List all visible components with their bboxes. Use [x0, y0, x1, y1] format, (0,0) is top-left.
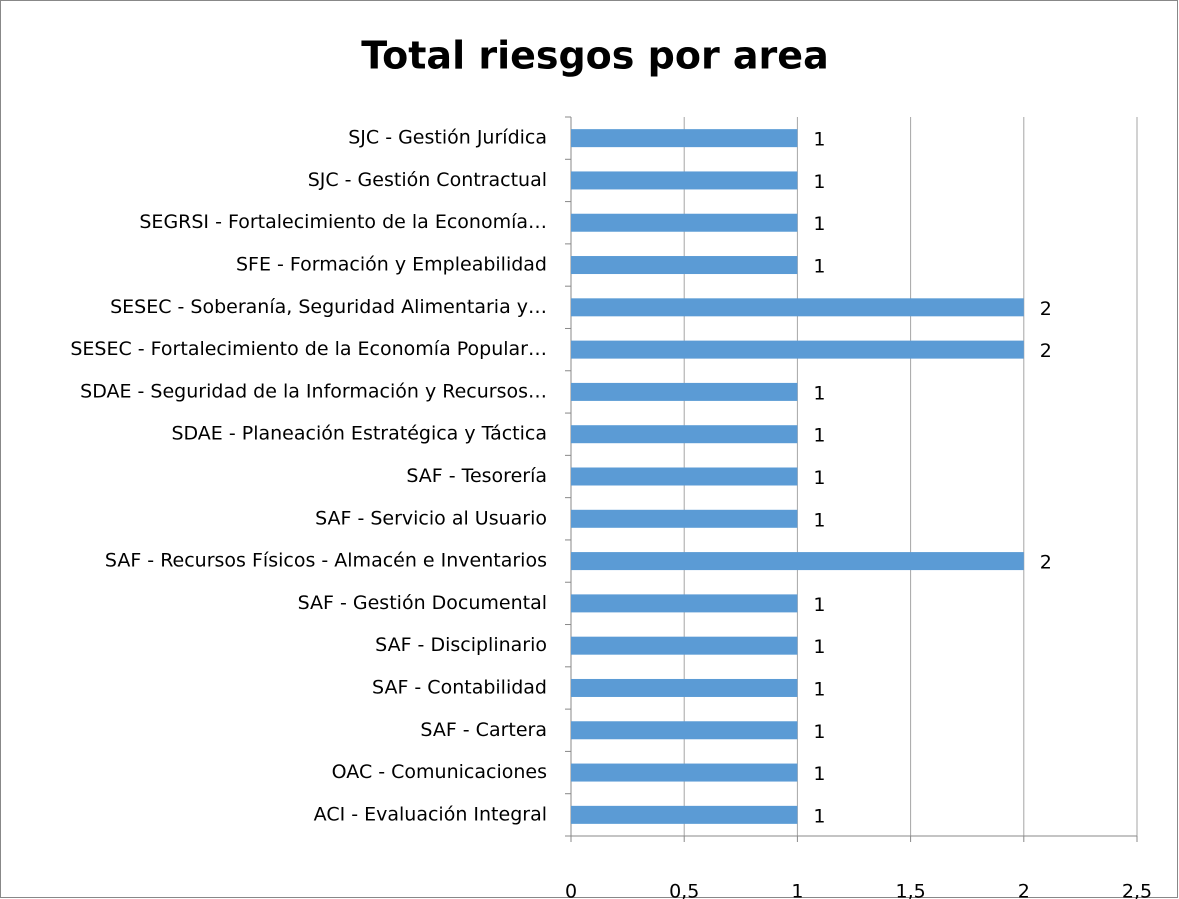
x-tick-label: 0,5	[669, 881, 699, 899]
value-label: 2	[1040, 340, 1052, 362]
x-tick-label: 0	[565, 881, 577, 899]
y-tick-label: SJC - Gestión Contractual	[308, 169, 547, 191]
bar	[571, 805, 798, 824]
bar	[571, 340, 1024, 359]
bar	[571, 594, 798, 613]
bar	[571, 129, 798, 148]
bar	[571, 467, 798, 486]
x-tick-label: 2,5	[1122, 881, 1152, 899]
bar	[571, 171, 798, 190]
y-tick-label: SFE - Formación y Empleabilidad	[236, 254, 547, 276]
x-tick-label: 1	[791, 881, 803, 899]
bar	[571, 509, 798, 528]
bar	[571, 552, 1024, 571]
y-tick-label: SAF - Cartera	[420, 719, 547, 741]
bar	[571, 213, 798, 232]
value-label: 1	[813, 805, 825, 827]
y-tick-label: SDAE - Seguridad de la Información y Rec…	[80, 380, 547, 402]
value-label: 1	[813, 594, 825, 616]
value-label: 1	[813, 678, 825, 700]
bar	[571, 425, 798, 444]
y-tick-label: SAF - Gestión Documental	[298, 592, 547, 614]
bar	[571, 721, 798, 740]
y-tick-label: SAF - Servicio al Usuario	[315, 507, 547, 529]
value-label: 2	[1040, 298, 1052, 320]
bar	[571, 763, 798, 782]
value-label: 1	[813, 425, 825, 447]
value-label: 1	[813, 171, 825, 193]
y-tick-label: SAF - Disciplinario	[375, 634, 547, 656]
value-label: 1	[813, 763, 825, 785]
bar	[571, 256, 798, 275]
bar	[571, 382, 798, 401]
y-tick-label: SAF - Recursos Físicos - Almacén e Inven…	[105, 550, 547, 572]
y-tick-label: SEGRSI - Fortalecimiento de la Economía…	[139, 211, 547, 233]
value-label: 1	[813, 382, 825, 404]
y-tick-label: SJC - Gestión Jurídica	[348, 127, 547, 149]
value-label: 1	[813, 256, 825, 278]
bar	[571, 298, 1024, 317]
value-label: 1	[813, 721, 825, 743]
y-tick-label: SDAE - Planeación Estratégica y Táctica	[171, 423, 547, 445]
value-label: 1	[813, 636, 825, 658]
value-label: 1	[813, 509, 825, 531]
x-tick-label: 2	[1018, 881, 1030, 899]
y-tick-label: SESEC - Fortalecimiento de la Economía P…	[70, 338, 547, 360]
bar	[571, 678, 798, 697]
x-tick-label: 1,5	[895, 881, 925, 899]
value-label: 1	[813, 129, 825, 151]
chart-title: Total riesgos por area	[361, 34, 828, 78]
y-tick-label: OAC - Comunicaciones	[332, 761, 547, 783]
bar	[571, 636, 798, 655]
value-label: 1	[813, 213, 825, 235]
y-tick-label: SAF - Contabilidad	[372, 676, 547, 698]
y-tick-label: SAF - Tesorería	[406, 465, 547, 487]
y-tick-label: ACI - Evaluación Integral	[314, 803, 547, 825]
value-label: 1	[813, 467, 825, 489]
value-label: 2	[1040, 552, 1052, 574]
y-tick-label: SESEC - Soberanía, Seguridad Alimentaria…	[110, 296, 547, 318]
